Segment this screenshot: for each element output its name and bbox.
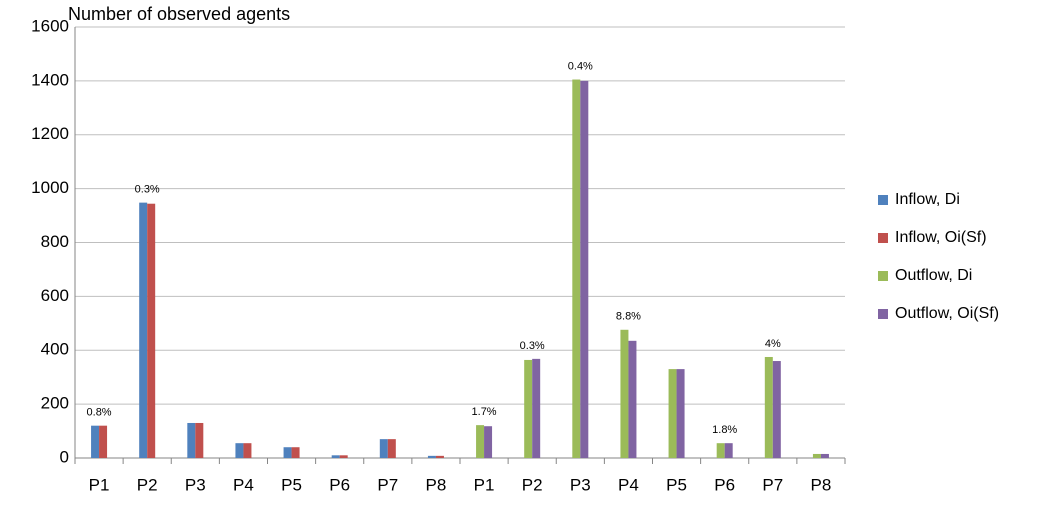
- x-tick-label: P3: [570, 475, 591, 494]
- bar: [724, 443, 733, 458]
- bar: [235, 443, 244, 458]
- bar: [379, 439, 388, 458]
- bar: [476, 425, 485, 458]
- annotation: 1.7%: [472, 406, 497, 418]
- bar: [99, 425, 108, 458]
- x-tick-label: P6: [714, 475, 735, 494]
- bar: [772, 361, 781, 458]
- y-tick-label: 200: [41, 394, 69, 413]
- bar: [620, 329, 629, 458]
- y-tick-label: 1600: [31, 16, 69, 35]
- bar: [427, 455, 436, 458]
- x-tick-label: P3: [185, 475, 206, 494]
- annotation: 0.4%: [568, 60, 593, 72]
- bar: [139, 202, 148, 458]
- legend-label: Inflow, Oi(Sf): [895, 229, 987, 246]
- x-tick-label: P2: [137, 475, 158, 494]
- y-tick-label: 1200: [31, 124, 69, 143]
- y-tick-label: 0: [60, 447, 69, 466]
- bar: [532, 358, 541, 458]
- legend-label: Outflow, Di: [895, 267, 972, 284]
- x-tick-label: P7: [377, 475, 398, 494]
- bar: [668, 369, 677, 458]
- annotation: 0.3%: [135, 184, 160, 196]
- bar: [572, 79, 581, 458]
- bar: [187, 422, 196, 458]
- annotation: 4%: [765, 338, 781, 350]
- y-tick-label: 800: [41, 232, 69, 251]
- x-tick-label: P7: [762, 475, 783, 494]
- x-tick-label: P5: [666, 475, 687, 494]
- x-tick-label: P5: [281, 475, 302, 494]
- bar: [243, 443, 252, 458]
- legend-swatch: [878, 271, 888, 281]
- bar: [820, 453, 829, 458]
- y-tick-label: 600: [41, 286, 69, 305]
- bar: [91, 425, 100, 458]
- legend-swatch: [878, 233, 888, 243]
- bar: [484, 426, 493, 458]
- bar: [339, 455, 348, 458]
- bar: [387, 439, 396, 458]
- bar: [580, 80, 589, 458]
- x-tick-label: P1: [474, 475, 495, 494]
- bar: [716, 443, 725, 458]
- y-tick-label: 400: [41, 340, 69, 359]
- x-tick-label: P2: [522, 475, 543, 494]
- bar: [628, 340, 637, 458]
- legend-label: Inflow, Di: [895, 191, 960, 208]
- bar: [812, 453, 821, 458]
- bar: [291, 447, 300, 458]
- bar: [195, 422, 204, 458]
- legend-swatch: [878, 309, 888, 319]
- x-tick-label: P8: [811, 475, 832, 494]
- bar: [524, 359, 533, 458]
- annotation: 8.8%: [616, 311, 641, 323]
- annotation: 1.8%: [712, 424, 737, 436]
- legend-swatch: [878, 195, 888, 205]
- bar: [283, 447, 292, 458]
- chart-title: Number of observed agents: [68, 4, 290, 24]
- annotation: 0.8%: [87, 407, 112, 419]
- x-tick-label: P4: [618, 475, 639, 494]
- bar: [676, 369, 685, 458]
- y-tick-label: 1400: [31, 70, 69, 89]
- bar: [331, 455, 340, 458]
- x-tick-label: P8: [426, 475, 447, 494]
- x-tick-label: P4: [233, 475, 254, 494]
- x-tick-label: P6: [329, 475, 350, 494]
- annotation: 0.3%: [520, 340, 545, 352]
- bar: [147, 203, 156, 458]
- bar: [764, 356, 773, 458]
- x-tick-label: P1: [89, 475, 110, 494]
- legend-label: Outflow, Oi(Sf): [895, 305, 999, 322]
- bar: [435, 455, 444, 458]
- y-tick-label: 1000: [31, 178, 69, 197]
